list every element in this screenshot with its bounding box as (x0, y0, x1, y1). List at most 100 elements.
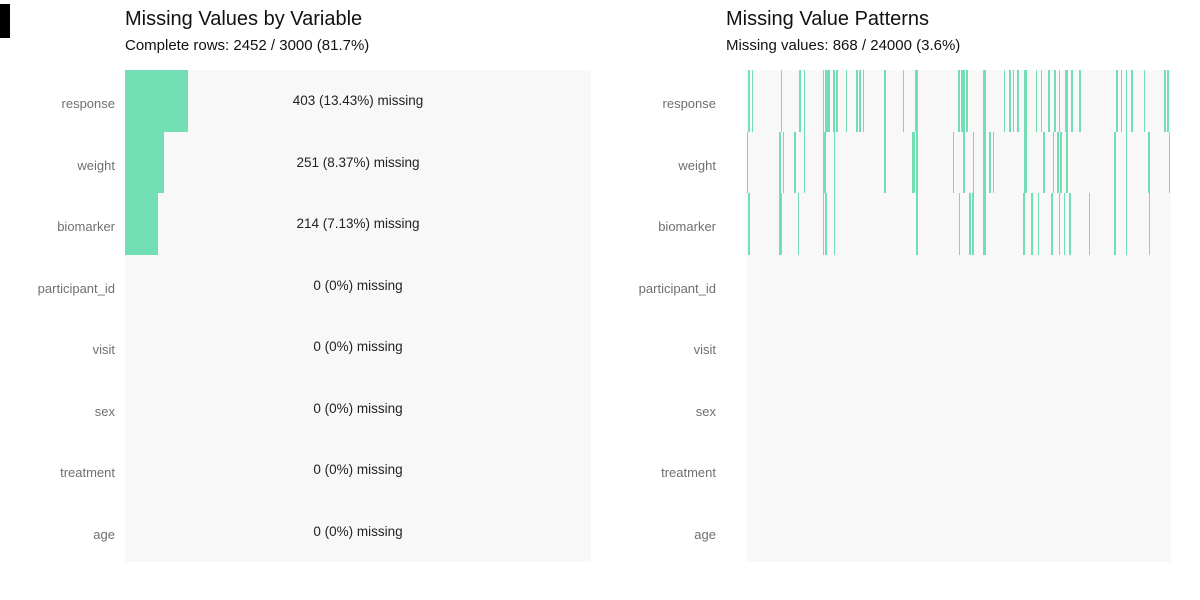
missing-tick-biomarker (1051, 193, 1053, 255)
missing-tick-response (1040, 70, 1043, 132)
missing-tick-weight (1060, 131, 1062, 193)
left-ylabel-biomarker: biomarker (57, 219, 115, 234)
missing-tick-response (1071, 70, 1073, 132)
missing-tick-weight (1148, 131, 1150, 193)
screen-corner-artifact (0, 4, 10, 38)
missing-tick-response (1120, 70, 1123, 132)
missing-tick-response (751, 70, 754, 132)
missing-tick-response (1131, 70, 1133, 132)
missing-tick-biomarker (972, 193, 974, 255)
missing-annotation-sex: 0 (0%) missing (313, 400, 403, 416)
missing-tick-response (1164, 70, 1166, 132)
missing-tick-response (836, 70, 838, 132)
missing-tick-response (902, 70, 905, 132)
right-ylabel-treatment: treatment (661, 465, 716, 480)
missing-tick-biomarker (1023, 193, 1025, 255)
missing-tick-biomarker (797, 193, 800, 255)
missing-tick-weight (822, 131, 825, 193)
pattern-row-participant_id (746, 255, 1171, 317)
missing-tick-biomarker (1031, 193, 1033, 255)
missing-tick-response (961, 70, 963, 132)
missing-tick-response (1079, 70, 1081, 132)
missing-tick-response (1065, 70, 1067, 132)
missing-tick-response (963, 70, 965, 132)
missing-tick-weight (1114, 131, 1116, 193)
figure-missing-by-variable: Missing Values by Variable Complete rows… (0, 8, 591, 562)
missing-tick-biomarker (1069, 193, 1071, 255)
missing-bar-biomarker (125, 193, 159, 255)
missing-annotation-age: 0 (0%) missing (313, 523, 403, 539)
missing-tick-response (966, 70, 968, 132)
missing-tick-response (859, 70, 861, 132)
bar-row-weight: 251 (8.37%) missing (125, 131, 591, 193)
missing-tick-biomarker (833, 193, 836, 255)
missing-tick-response (1167, 70, 1169, 132)
pattern-row-response (746, 70, 1171, 132)
missing-tick-response (1066, 70, 1069, 132)
left-chart-title: Missing Values by Variable (125, 8, 363, 30)
missing-tick-response (915, 70, 919, 132)
missing-tick-weight (824, 131, 826, 193)
missing-tick-weight (833, 131, 836, 193)
pattern-row-age (746, 501, 1171, 563)
left-chart-ylabels: response weight biomarker participant_id vis… (0, 70, 115, 562)
bar-row-response: 403 (13.43%) missing (125, 70, 591, 132)
left-chart-panel: 403 (13.43%) missing 251 (8.37%) missing 2… (125, 70, 591, 562)
missing-annotation-response: 403 (13.43%) missing (292, 93, 424, 109)
left-ylabel-age: age (93, 526, 115, 542)
left-ylabel-treatment: treatment (60, 465, 115, 480)
missing-annotation-participant_id: 0 (0%) missing (313, 277, 403, 293)
missing-tick-biomarker (780, 193, 783, 255)
missing-tick-weight (952, 131, 955, 193)
missing-tick-response (856, 70, 858, 132)
missing-tick-weight (782, 131, 785, 193)
missing-tick-weight (803, 131, 806, 193)
missing-tick-biomarker (969, 193, 971, 255)
missing-tick-response (1143, 70, 1146, 132)
missing-tick-weight (884, 131, 886, 193)
missing-tick-biomarker (1037, 193, 1040, 255)
missing-tick-response (748, 70, 750, 132)
missing-tick-response (1003, 70, 1006, 132)
left-ylabel-weight: weight (77, 157, 115, 173)
pattern-row-weight (746, 131, 1171, 193)
missing-bar-response (125, 70, 188, 132)
missing-tick-weight (989, 131, 991, 193)
missing-tick-response (828, 70, 831, 132)
bar-row-sex: 0 (0%) missing (125, 378, 591, 440)
left-ylabel-participant_id: participant_id (37, 280, 115, 296)
missing-tick-response (1017, 70, 1019, 132)
bar-row-age: 0 (0%) missing (125, 501, 591, 563)
missing-tick-biomarker (983, 193, 987, 255)
missing-bar-weight (125, 131, 164, 193)
left-ylabel-sex: sex (94, 403, 115, 419)
missing-tick-response (1048, 70, 1050, 132)
missing-tick-biomarker (1063, 193, 1066, 255)
missing-tick-biomarker (822, 193, 825, 255)
left-ylabel-response: response (61, 96, 115, 111)
right-ylabel-sex: sex (695, 403, 716, 419)
missing-tick-biomarker (1148, 193, 1151, 255)
bar-row-treatment: 0 (0%) missing (125, 439, 591, 501)
missing-tick-response (1125, 70, 1128, 132)
missing-tick-biomarker (1114, 193, 1116, 255)
missing-tick-weight (1168, 131, 1171, 193)
missing-tick-weight (1057, 131, 1059, 193)
missing-tick-weight (1125, 131, 1128, 193)
missing-tick-response (1012, 70, 1015, 132)
right-chart-panel (746, 70, 1171, 562)
right-ylabel-participant_id: participant_id (638, 280, 716, 296)
missing-tick-weight (992, 131, 995, 193)
pattern-row-treatment (746, 439, 1171, 501)
right-chart-ylabels: response weight biomarker participant_id vis… (600, 70, 716, 562)
right-ylabel-age: age (694, 526, 716, 542)
missing-tick-response (825, 70, 827, 132)
missing-tick-biomarker (748, 193, 750, 255)
missing-tick-biomarker (779, 193, 781, 255)
right-chart-title: Missing Value Patterns (726, 8, 930, 30)
missing-tick-response (983, 70, 987, 132)
missing-tick-response (799, 70, 801, 132)
missing-tick-weight (1066, 131, 1068, 193)
missing-tick-response (1009, 70, 1011, 132)
missing-tick-response (1054, 70, 1056, 132)
